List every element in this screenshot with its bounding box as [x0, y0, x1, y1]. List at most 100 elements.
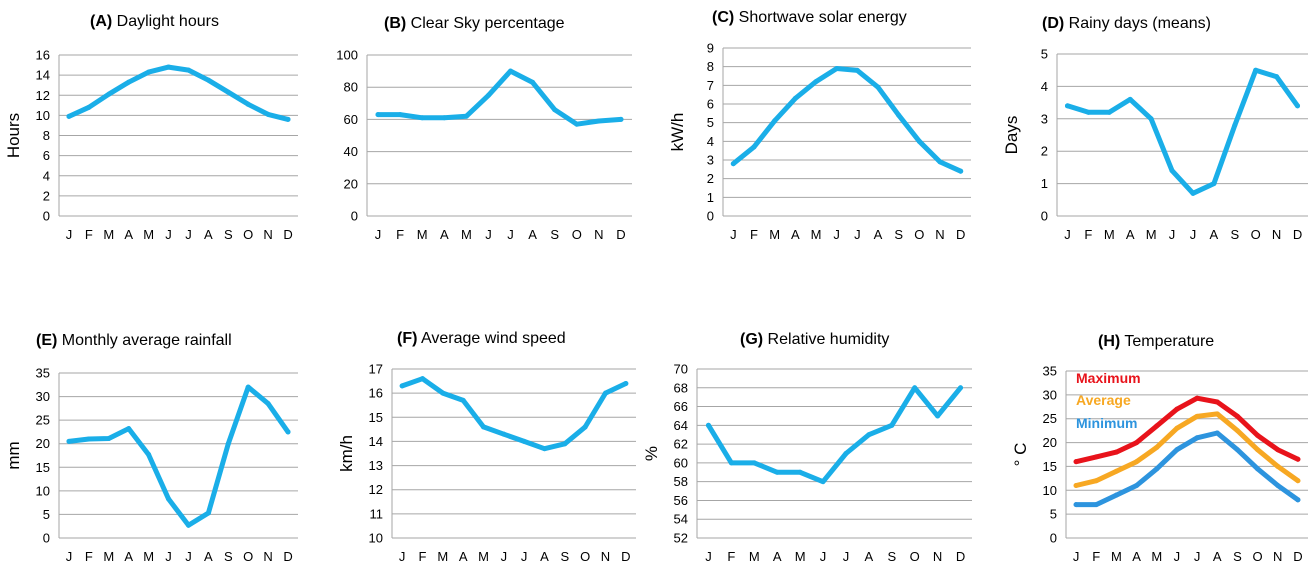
data-point: [185, 67, 191, 73]
x-tick-label: O: [1251, 227, 1261, 242]
data-point: [935, 413, 941, 419]
y-tick-label: 4: [707, 134, 714, 149]
x-tick-label: J: [485, 227, 492, 242]
x-tick-label: A: [124, 549, 133, 564]
x-tick-label: N: [1273, 549, 1282, 564]
chart-title: (B) Clear Sky percentage: [384, 15, 565, 32]
x-tick-label: D: [956, 549, 965, 564]
x-tick-label: J: [185, 227, 192, 242]
x-tick-label: M: [1111, 549, 1122, 564]
data-point: [728, 460, 734, 466]
x-tick-label: M: [1146, 227, 1157, 242]
y-tick-label: 13: [369, 458, 383, 473]
data-point: [1255, 447, 1261, 453]
series-line: [66, 64, 291, 122]
y-axis-label: ° C: [1011, 443, 1030, 467]
data-point: [1234, 413, 1240, 419]
y-tick-label: 0: [707, 209, 714, 224]
data-point: [1253, 67, 1259, 73]
data-point: [958, 168, 964, 174]
x-tick-label: A: [459, 549, 468, 564]
y-tick-label: 54: [674, 512, 688, 527]
data-point: [106, 436, 112, 442]
data-point: [582, 424, 588, 430]
x-tick-label: M: [811, 227, 822, 242]
data-point: [1174, 425, 1180, 431]
y-axis-label: kW/h: [668, 113, 687, 152]
x-tick-label: A: [1126, 227, 1135, 242]
x-tick-label: S: [550, 227, 559, 242]
y-axis-label: Hours: [4, 113, 23, 158]
data-point: [1093, 454, 1099, 460]
data-point: [1093, 478, 1099, 484]
legend-minimum: Minimum: [1076, 415, 1137, 431]
data-point: [843, 451, 849, 456]
x-tick-label: J: [820, 549, 827, 564]
x-tick-label: A: [440, 227, 449, 242]
x-tick-label: A: [124, 227, 133, 242]
data-point: [146, 69, 152, 75]
chart-title: (G) Relative humidity: [740, 331, 889, 348]
data-point: [205, 77, 211, 83]
data-point: [285, 116, 291, 122]
series-line: [730, 66, 964, 174]
data-point: [792, 95, 798, 101]
x-tick-label: A: [1213, 549, 1222, 564]
x-tick-label: J: [521, 549, 528, 564]
x-tick-label: A: [1210, 227, 1219, 242]
y-tick-label: 100: [336, 48, 358, 63]
y-tick-label: 8: [43, 128, 50, 143]
data-point: [774, 469, 780, 475]
x-tick-label: J: [1064, 227, 1071, 242]
y-tick-label: 16: [36, 48, 50, 63]
y-tick-label: 68: [674, 380, 688, 395]
data-point: [562, 441, 568, 447]
data-point: [1148, 116, 1154, 122]
x-tick-label: S: [224, 227, 233, 242]
x-tick-label: A: [1132, 549, 1141, 564]
data-point: [705, 422, 711, 428]
data-point: [126, 79, 132, 85]
data-point: [1295, 456, 1301, 462]
data-point: [1295, 497, 1301, 503]
data-point: [1073, 483, 1079, 489]
y-tick-label: 11: [370, 506, 384, 521]
data-point: [66, 438, 72, 444]
y-tick-label: 20: [1043, 435, 1057, 450]
y-axis-label: mm: [4, 441, 23, 469]
x-tick-label: J: [730, 227, 737, 242]
data-point: [1295, 103, 1301, 109]
legend-average: Average: [1076, 392, 1131, 408]
data-point: [1234, 447, 1240, 453]
x-tick-label: A: [791, 227, 800, 242]
y-tick-label: 10: [1043, 483, 1057, 498]
x-tick-label: O: [243, 227, 253, 242]
data-point: [834, 66, 840, 72]
x-tick-label: J: [1174, 549, 1181, 564]
series-line-average: [1073, 411, 1301, 488]
x-tick-label: M: [437, 549, 448, 564]
y-tick-label: 12: [36, 88, 50, 103]
data-point: [530, 79, 536, 85]
data-point: [1255, 466, 1261, 472]
y-tick-label: 17: [369, 362, 383, 377]
chart-title: (A) Daylight hours: [90, 13, 219, 30]
data-point: [618, 116, 624, 122]
x-tick-label: J: [165, 227, 172, 242]
y-tick-label: 6: [43, 148, 50, 163]
data-point: [420, 376, 425, 382]
data-point: [1194, 435, 1200, 441]
x-tick-label: M: [1151, 549, 1162, 564]
x-tick-label: D: [616, 227, 625, 242]
series-line: [706, 385, 963, 485]
data-point: [86, 104, 92, 110]
data-point: [440, 390, 446, 396]
x-tick-label: M: [143, 227, 154, 242]
y-tick-label: 2: [707, 171, 714, 186]
